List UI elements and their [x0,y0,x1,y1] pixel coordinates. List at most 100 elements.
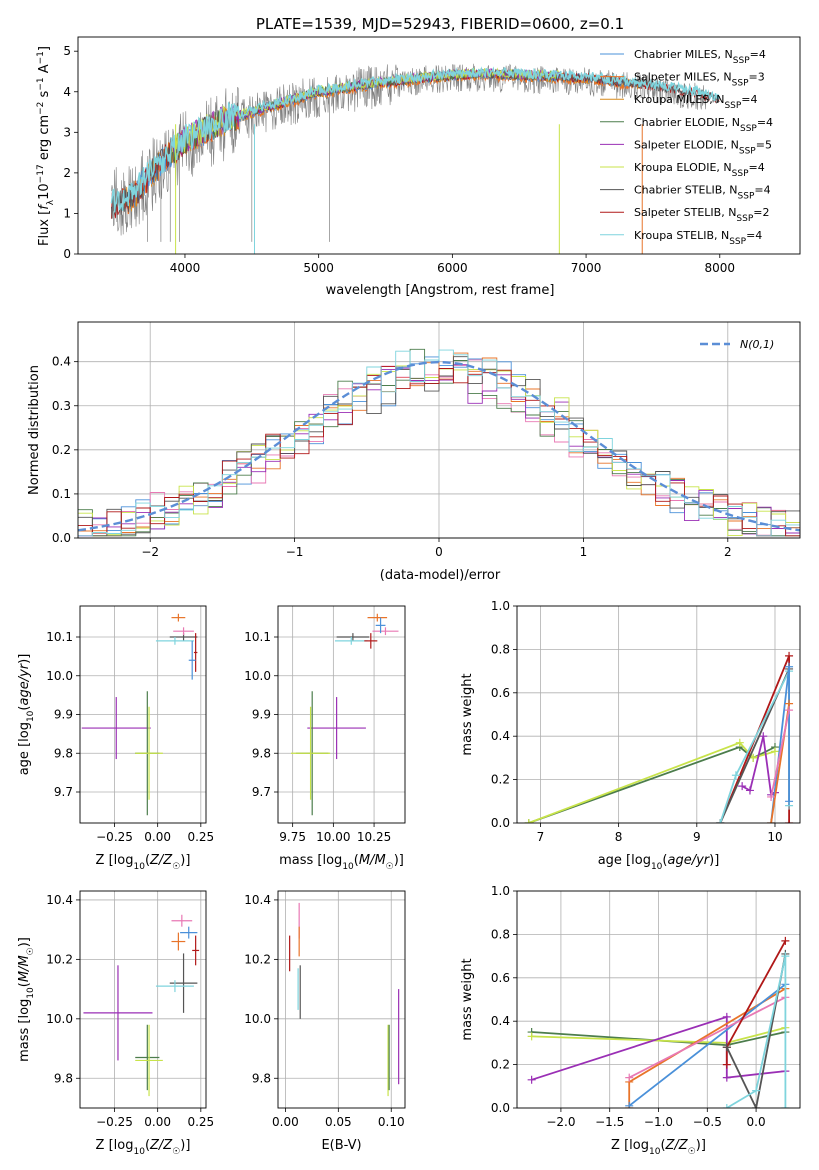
weight-point-marker [785,819,794,823]
y-axis-label: mass weight [460,673,475,755]
legend-label: Kroupa MILES, NSSP=4 [634,93,758,111]
weight-point-marker [752,1104,761,1108]
plot-area [527,936,790,1108]
y-tick-label: 0.0 [491,1101,510,1115]
x-tick-label: 1 [580,545,588,559]
y-tick-label: 0.2 [491,773,510,787]
massweight-vs-metallicity-axes: −2.0 −1.5 −1.0 −0.5 0.0 0.0 0.2 0.4 0.6 0.8 1.0 Z [… [460,884,801,1157]
weight-point-marker [785,662,794,671]
x-tick-label: −0.25 [96,830,133,844]
weight-line-kroupa-elodie [528,741,776,823]
x-tick-label: −2 [141,545,159,559]
y-tick-label: 10.2 [46,952,73,966]
y-tick-label: 10.4 [46,893,73,907]
weight-line-chabrier-stelib [725,953,787,1108]
x-axis-label: Z [log10(Z/Z☉)] [96,1138,191,1157]
spectrum-legend: Chabrier MILES, NSSP=4 Salpeter MILES, NS… [600,48,773,247]
x-tick-label: 0.25 [187,1115,214,1129]
legend-label: N(0,1) [740,338,774,351]
residual-histogram-kroupa-stelib [78,349,800,537]
y-tick-label: 1.0 [491,599,510,613]
x-axis-label: age [log10(age/yr)] [598,853,720,872]
plot-area [110,63,721,254]
axes-frame [79,890,207,1109]
y-tick-label: 9.8 [54,1071,73,1085]
y-axis-label: mass weight [460,958,475,1040]
weight-point-marker [781,1104,790,1108]
observed-spectrum-line [111,63,707,236]
x-tick-label: −1.0 [644,1115,673,1129]
weight-point-marker [738,782,747,791]
weight-point-marker [716,819,725,823]
y-tick-label: 0.1 [52,487,71,501]
axes-frame [516,890,801,1109]
x-tick-label: 9.75 [279,830,306,844]
plot-area [83,914,200,1097]
y-tick-label: 0.2 [52,443,71,457]
y-tick-label: 0.3 [52,399,71,413]
axes-frame [79,605,207,824]
mass-vs-metallicity-axes: −0.25 0.00 0.25 9.8 10.0 10.2 10.4 Z [log10(Z/Z… [17,890,214,1157]
weight-point-marker [735,738,744,747]
weight-point-marker [722,1060,731,1069]
y-tick-label: 2 [63,166,71,180]
spectrum-axes: 4000 5000 6000 7000 8000 0 1 2 3 4 5 Chabrier MILES… [36,36,801,298]
normal-distribution-curve [78,360,800,532]
x-tick-label: −0.25 [96,1115,133,1129]
y-tick-label: 10.0 [244,669,271,683]
weight-point-marker [524,819,533,823]
weight-point-marker [781,952,790,961]
plot-area [291,613,399,816]
axes-frame [516,605,801,824]
y-tick-label: 1 [63,206,71,220]
axes-frame [277,605,406,824]
weight-point-marker [781,936,790,945]
x-tick-label: 10.25 [357,830,391,844]
x-tick-label: 9 [693,830,701,844]
y-tick-label: 5 [63,44,71,58]
weight-line-chabrier-miles [628,983,786,1107]
y-axis-label: Normed distribution [27,365,42,495]
weight-line-salpeter-elodie [741,735,776,797]
figure-title: PLATE=1539, MJD=52943, FIBERID=0600, z=0… [256,15,624,33]
legend-label: Kroupa STELIB, NSSP=4 [634,229,762,247]
weight-point-marker [770,747,779,756]
weight-point-marker [759,732,768,741]
residuals-axes: −2 −1 0 1 2 0.0 0.1 0.2 0.3 0.4 N(0,1) (data-model)… [27,321,801,583]
weight-line-pink [628,996,786,1079]
y-tick-label: 9.8 [252,746,271,760]
age-vs-metallicity-axes: −0.25 0.00 0.25 9.7 9.8 9.9 10.0 10.1 Z [log10(Z… [17,605,214,872]
weight-point-marker [767,819,776,823]
x-tick-label: −1 [286,545,304,559]
x-axis-label: Z [log10(Z/Z☉)] [96,853,191,872]
y-tick-label: 10.0 [46,1012,73,1026]
y-axis-label: mass [log10(M/M☉)] [17,937,36,1062]
y-tick-label: 4 [63,85,71,99]
legend-label: Salpeter ELODIE, NSSP=5 [634,138,772,156]
y-tick-label: 0.8 [491,927,510,941]
axes-frame [277,890,406,1109]
weight-point-marker [722,1073,731,1082]
weight-point-marker [785,651,794,660]
y-tick-label: 0.4 [491,1014,510,1028]
x-tick-label: 0 [435,545,443,559]
x-tick-label: 10.00 [316,830,350,844]
x-tick-label: 0.25 [187,830,214,844]
x-axis-label: (data-model)/error [380,568,501,583]
x-tick-label: 0.05 [325,1115,352,1129]
plot-area [81,613,198,816]
x-tick-label: 6000 [437,261,468,275]
y-tick-label: 10.0 [244,1012,271,1026]
weight-point-marker [722,1043,731,1052]
legend-label: Salpeter MILES, NSSP=3 [634,71,765,89]
plot-area [524,651,794,823]
y-tick-label: 0 [63,247,71,261]
weight-point-marker [749,753,758,762]
residual-histogram-chabrier-miles [78,356,800,537]
weight-point-marker [722,1104,731,1108]
y-tick-label: 9.8 [252,1071,271,1085]
y-tick-label: 3 [63,125,71,139]
model-spectrum-kroupa-stelib [110,66,721,213]
x-tick-label: 7000 [571,261,602,275]
